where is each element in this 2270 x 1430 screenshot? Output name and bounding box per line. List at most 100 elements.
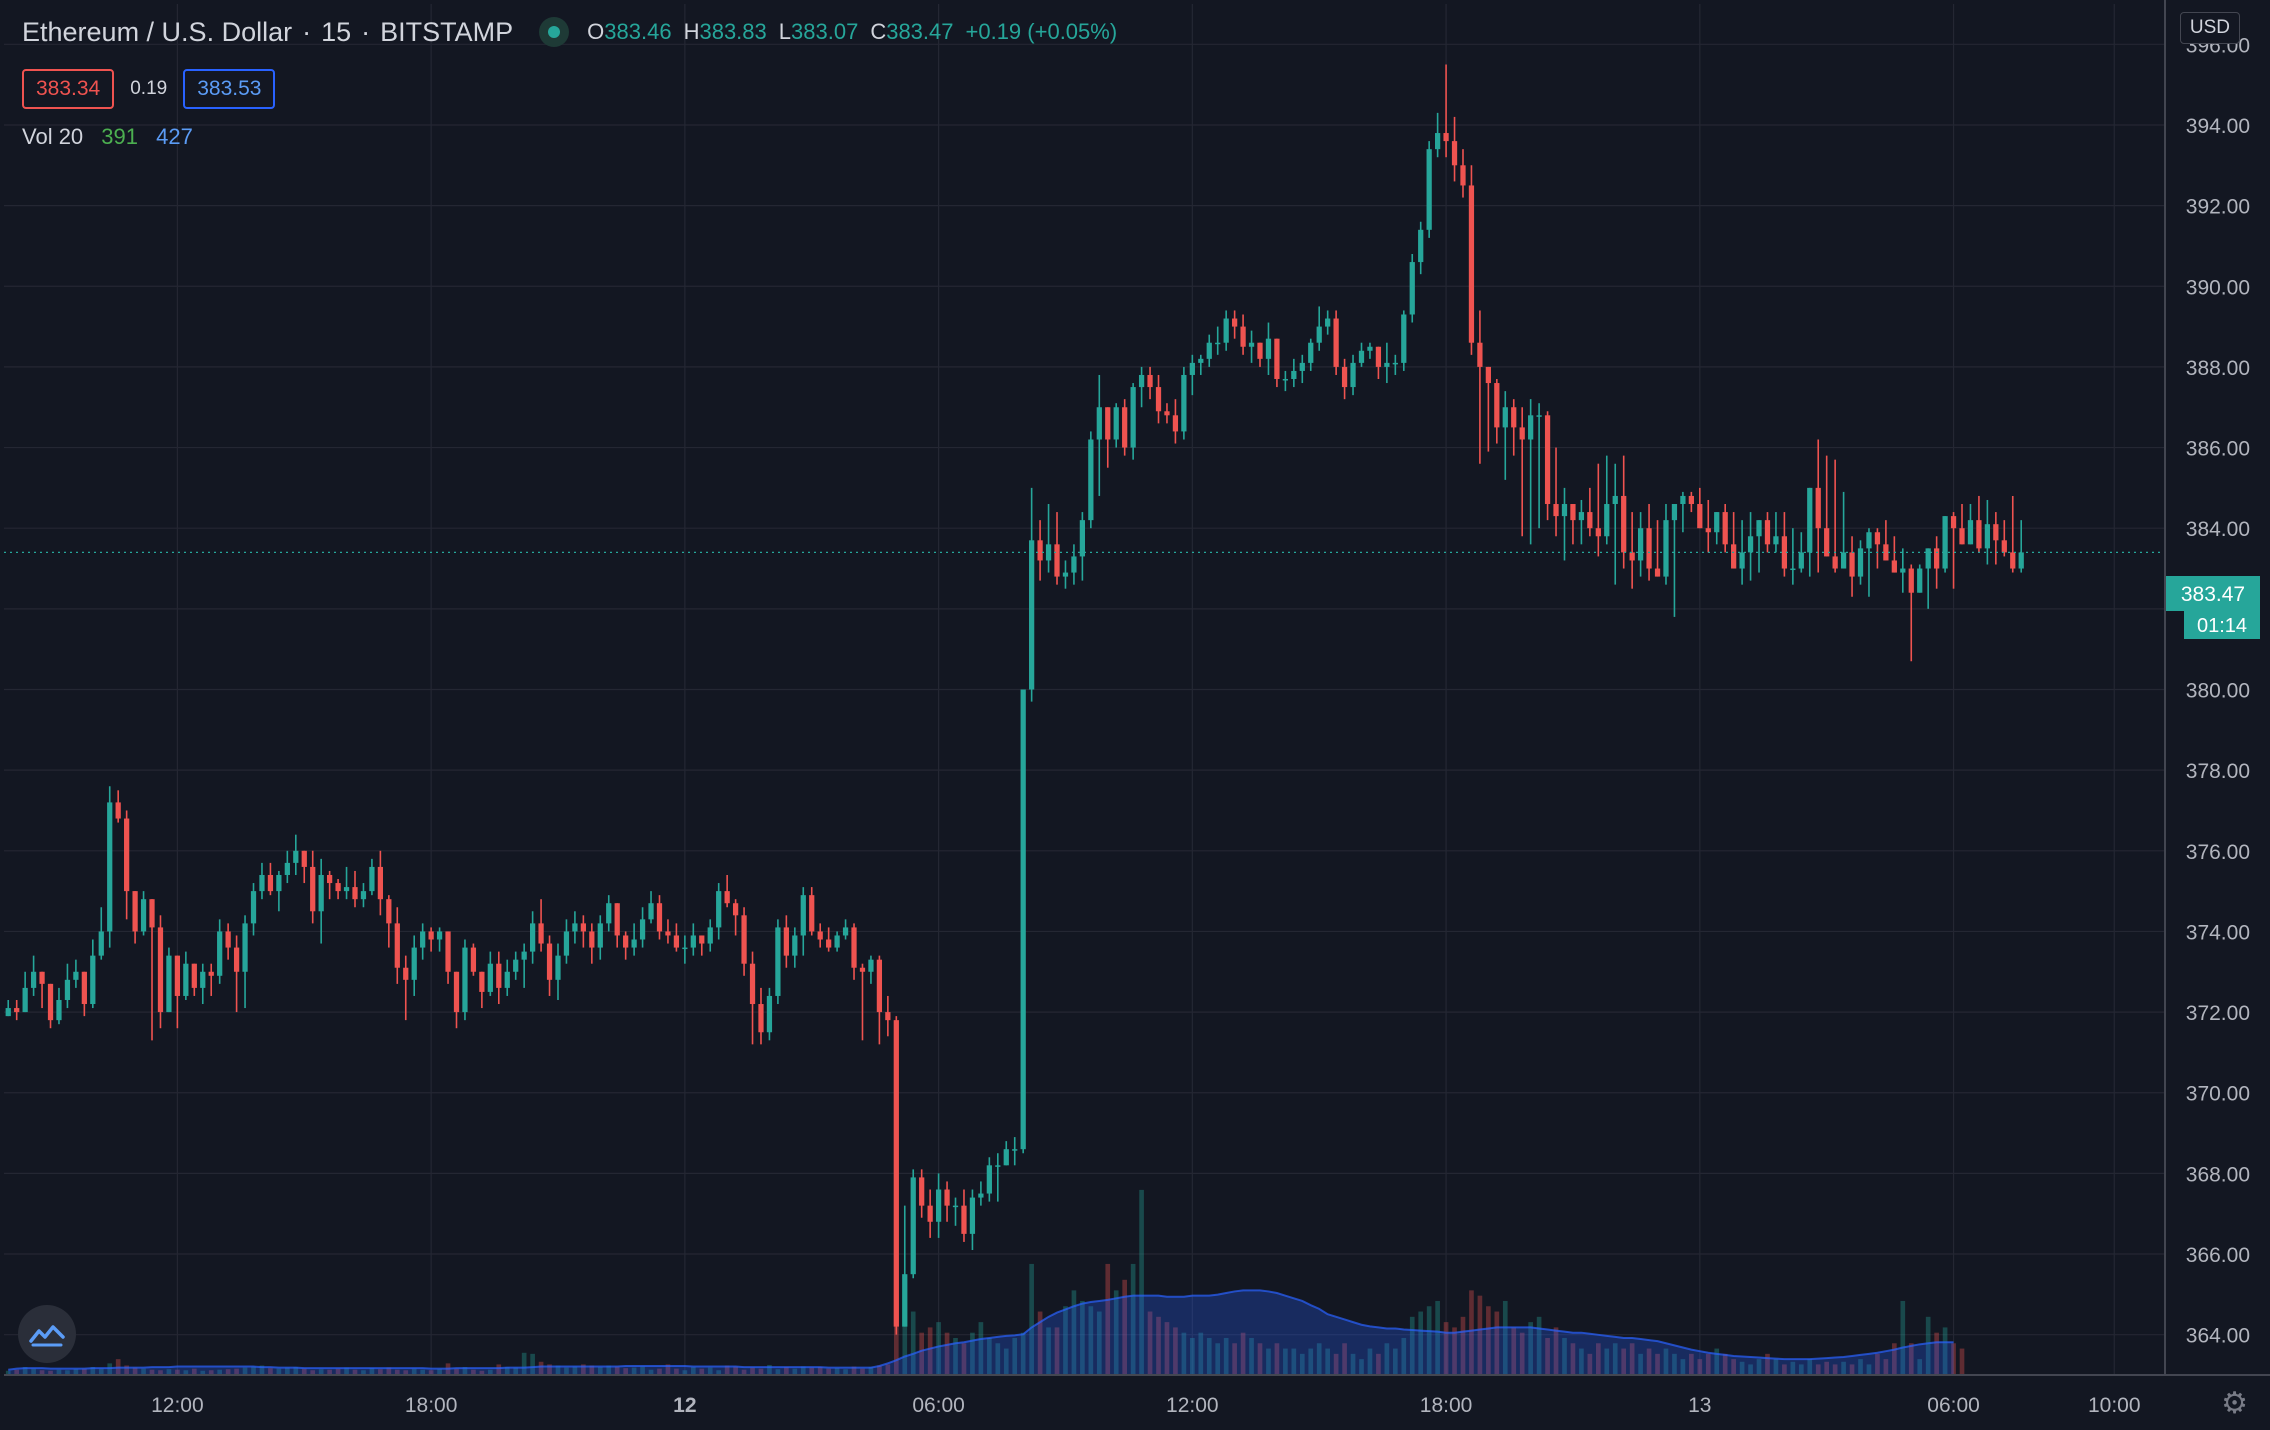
candle (732, 899, 739, 936)
candle-body (453, 971, 460, 1013)
volume-bar (944, 1332, 950, 1375)
candle-body (1477, 342, 1483, 367)
volume-bar (1765, 1353, 1770, 1375)
candlesticks[interactable] (5, 64, 2024, 1335)
candle-body (1088, 439, 1094, 521)
candle-body (1384, 362, 1390, 367)
volume-bar (1113, 1290, 1119, 1375)
candle (1418, 221, 1424, 275)
candle-body (1925, 548, 1931, 569)
candle-body (1612, 495, 1618, 505)
candle (1646, 504, 1652, 581)
candle-body (310, 866, 316, 912)
candle (293, 834, 299, 875)
volume-bar (1486, 1306, 1491, 1375)
candle (1621, 455, 1627, 569)
currency-button[interactable]: USD (2179, 12, 2240, 44)
candle (1739, 520, 1745, 585)
candle (724, 874, 730, 908)
candle (90, 939, 96, 1009)
candle-body (513, 959, 519, 972)
bid-button[interactable]: 383.34 (22, 69, 115, 109)
volume-bar (403, 1370, 409, 1375)
candle-body (428, 931, 434, 940)
candle-body (369, 866, 375, 892)
volume-bar (1934, 1332, 1939, 1375)
volume-bar (1223, 1337, 1229, 1375)
candle (2018, 520, 2024, 573)
candle-body (39, 971, 45, 984)
y-tick-label: 394.00 (2186, 115, 2250, 138)
candle-body (648, 903, 654, 920)
candle-body (1950, 516, 1957, 529)
candle-body (81, 971, 87, 1005)
volume-bar (166, 1369, 172, 1375)
candle (420, 923, 426, 960)
volume-bar (1054, 1327, 1060, 1375)
volume-legend[interactable]: Vol 20 391 427 (22, 124, 1117, 150)
candle-body (1502, 407, 1508, 428)
volume-bar (572, 1366, 578, 1375)
candle-body (1096, 407, 1102, 440)
candle (673, 923, 680, 952)
volume-bar (411, 1368, 417, 1375)
candle-body (394, 923, 400, 968)
candle (597, 915, 603, 960)
candle (276, 870, 282, 912)
candle (1857, 540, 1864, 585)
candle-body (1705, 528, 1711, 533)
volume-bar (1190, 1337, 1195, 1375)
interval-label[interactable]: 15 (321, 16, 352, 47)
candle-body (1553, 504, 1559, 517)
volume-bar (970, 1332, 975, 1375)
candle (1637, 512, 1644, 577)
volume-bar (14, 1369, 20, 1375)
candle (783, 915, 789, 968)
candle-body (749, 963, 756, 1005)
candle (1045, 504, 1052, 573)
candle (868, 955, 874, 984)
tradingview-logo-icon[interactable] (18, 1305, 76, 1363)
volume-bar (1088, 1306, 1094, 1375)
volume-bar (547, 1364, 552, 1375)
candle (1468, 165, 1475, 355)
gear-icon[interactable]: ⚙ (2221, 1387, 2248, 1420)
candle-body (377, 866, 383, 900)
time-axis[interactable]: 12:00 18:00 12 06:00 12:00 18:00 13 06:00 10:00 (4, 1374, 2270, 1417)
market-status-icon[interactable] (539, 17, 570, 47)
candle (665, 919, 671, 944)
candle (1029, 487, 1035, 702)
candle (1604, 455, 1610, 545)
candle (2010, 495, 2016, 573)
candle (1308, 338, 1314, 371)
candle-body (1485, 366, 1491, 384)
volume-bar (217, 1369, 223, 1375)
candle (64, 963, 71, 1009)
ask-button[interactable]: 383.53 (183, 69, 276, 109)
candle-body (555, 955, 561, 980)
price-axis[interactable]: 364.00 366.00 368.00 370.00 372.00 374.00 376.… (2164, 0, 2250, 1375)
y-tick-label: 378.00 (2186, 760, 2250, 783)
volume-bar (775, 1369, 781, 1375)
volume-bar (1342, 1343, 1347, 1375)
candle-body (1198, 358, 1204, 363)
volume-bar (792, 1368, 798, 1375)
candle (978, 1181, 984, 1206)
candle (1434, 112, 1441, 158)
candle (1840, 491, 1847, 569)
volume-bar (767, 1364, 772, 1375)
volume-bar (268, 1368, 273, 1375)
candle (986, 1157, 992, 1202)
candle-body (910, 1177, 916, 1275)
candle-body (420, 931, 426, 948)
candle-body (1993, 524, 1999, 541)
candle (1917, 564, 1923, 593)
candle-body (107, 802, 113, 932)
candle (792, 927, 798, 968)
candle (1688, 491, 1694, 513)
symbol-title[interactable]: Ethereum / U.S. Dollar (22, 16, 293, 47)
candle-body (1274, 338, 1280, 380)
candle (335, 879, 341, 900)
candle-body (1688, 495, 1694, 505)
